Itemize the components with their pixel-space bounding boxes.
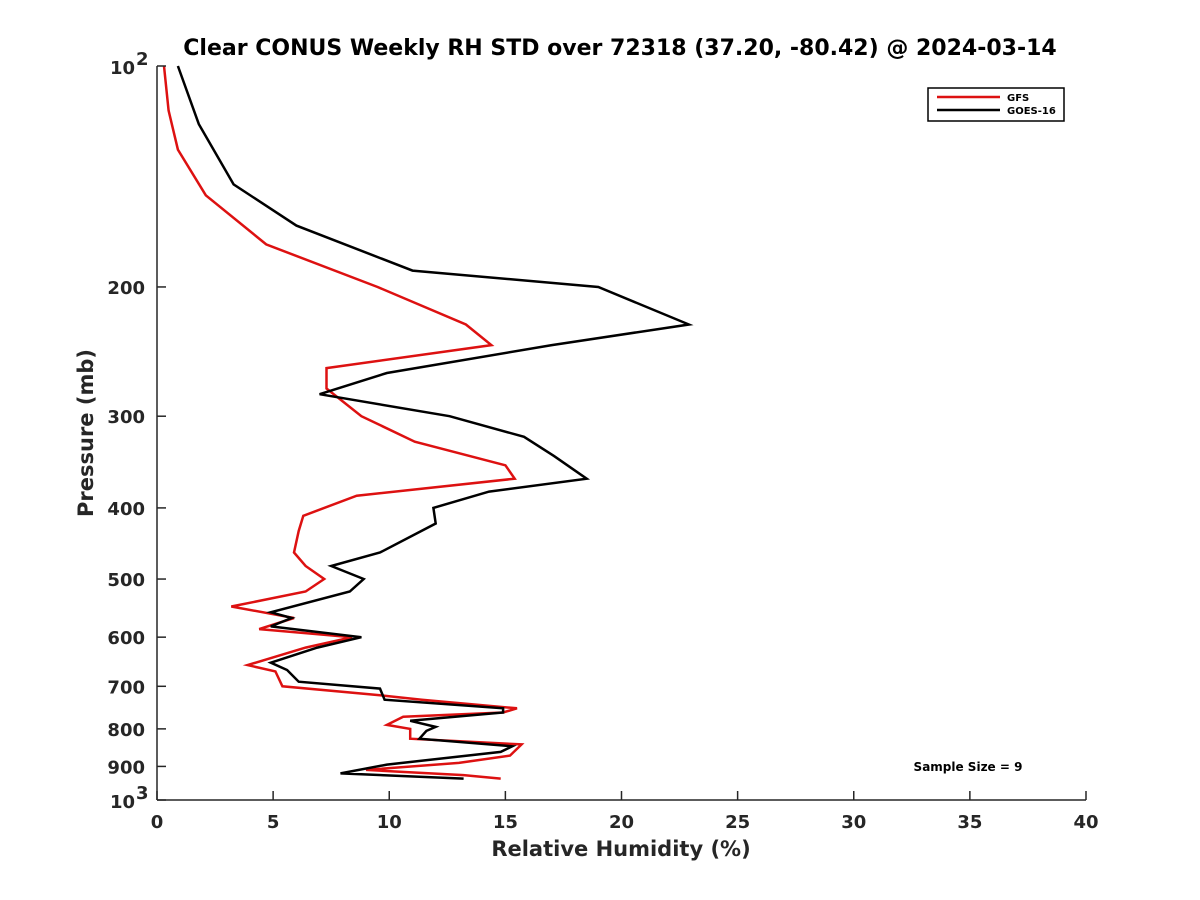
- series-line-goes-16: [176, 65, 694, 780]
- y-axis-label: Pressure (mb): [74, 349, 98, 517]
- series-line-gfs: [162, 65, 525, 780]
- y-tick-label: 800: [107, 720, 145, 741]
- y-tick-exponent: 3: [136, 783, 149, 804]
- y-tick-label: 10: [110, 792, 135, 813]
- x-tick-label: 15: [493, 812, 518, 833]
- x-tick-label: 35: [957, 812, 982, 833]
- x-tick-label: 10: [377, 812, 402, 833]
- x-tick-label: 40: [1073, 812, 1098, 833]
- x-axis-label: Relative Humidity (%): [491, 837, 750, 861]
- y-tick-label: 700: [107, 677, 145, 698]
- x-tick-label: 5: [267, 812, 280, 833]
- x-tick-label: 25: [725, 812, 750, 833]
- x-tick-label: 30: [841, 812, 866, 833]
- y-tick-label: 10: [110, 58, 135, 79]
- y-tick-label: 600: [107, 628, 145, 649]
- legend: GFS GOES-16: [927, 87, 1065, 122]
- y-tick-label: 900: [107, 757, 145, 778]
- y-tick-label: 400: [107, 499, 145, 520]
- x-tick-label: 0: [151, 812, 164, 833]
- legend-label-gfs: GFS: [1007, 93, 1029, 104]
- y-tick-label: 300: [107, 407, 145, 428]
- y-tick-label: 200: [107, 278, 145, 299]
- series-layer: [162, 65, 694, 780]
- legend-label-goes-16: GOES-16: [1007, 106, 1056, 117]
- chart-title: Clear CONUS Weekly RH STD over 72318 (37…: [183, 36, 1056, 61]
- x-tick-label: 20: [609, 812, 634, 833]
- sample-size-note: Sample Size = 9: [914, 760, 1023, 774]
- legend-box: [927, 87, 1065, 122]
- y-tick-label: 500: [107, 570, 145, 591]
- y-tick-exponent: 2: [136, 49, 149, 70]
